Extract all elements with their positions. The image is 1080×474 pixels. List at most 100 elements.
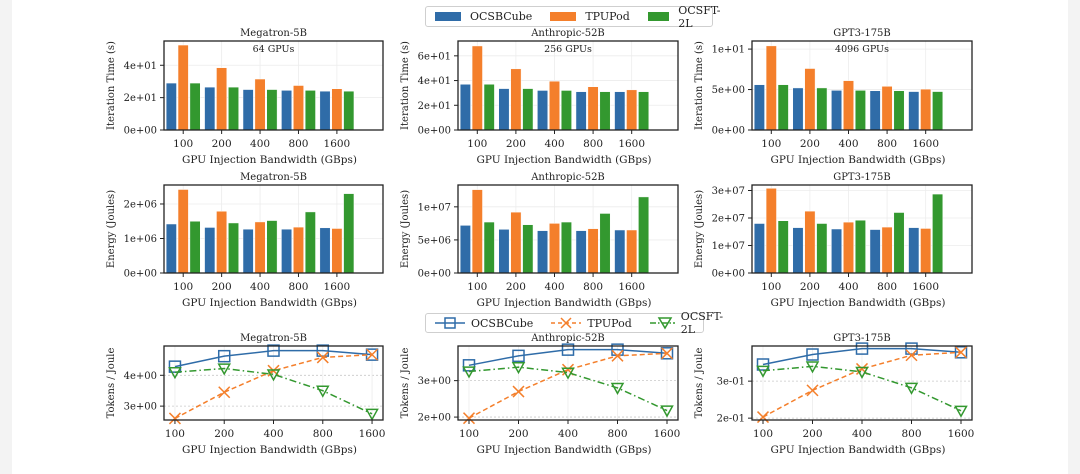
bar-ocsft2l-1600 xyxy=(638,196,650,274)
figure: 0e+00 2e+01 4e+01 100 200 400 800 1600 Megatron-… xyxy=(12,0,1068,474)
line-tpupod xyxy=(468,352,668,419)
x-axis-label: GPU Injection Bandwidth (GBps) xyxy=(477,154,652,166)
marker-ocsbcube-200 xyxy=(806,348,819,361)
bar-ocsbcube-400 xyxy=(537,90,549,131)
x-axis-label: GPU Injection Bandwidth (GBps) xyxy=(771,154,946,166)
bar-ocsbcube-1600 xyxy=(614,229,626,274)
marker-tpupod-1600 xyxy=(366,348,379,361)
marker-ocsft2l-1600 xyxy=(660,405,674,418)
axes-frame xyxy=(751,40,973,131)
x-tick-label: 800 xyxy=(583,281,603,293)
bar-ocsbcube-1600 xyxy=(908,227,920,274)
x-tick-label: 100 xyxy=(753,428,773,440)
bar-tpupod-800 xyxy=(293,85,304,131)
x-tick-label: 800 xyxy=(583,138,603,150)
bar-tpupod-400 xyxy=(843,221,854,274)
subplot-title: Megatron-5B xyxy=(240,172,307,183)
marker-tpupod-200 xyxy=(218,386,231,399)
x-axis-label: GPU Injection Bandwidth (GBps) xyxy=(477,297,652,309)
bar-legend: OCSBCube TPUPod OCSFT-2L xyxy=(425,4,721,30)
bar-ocsbcube-100 xyxy=(459,84,471,131)
bar-tpupod-200 xyxy=(510,211,522,274)
bar-tpupod-100 xyxy=(177,189,189,274)
bar-ocsft2l-800 xyxy=(304,90,316,131)
x-tick-label: 200 xyxy=(800,281,820,293)
bar-ocsft2l-100 xyxy=(483,84,495,131)
bar-tpupod-200 xyxy=(510,68,522,131)
bar-tpupod-200 xyxy=(216,67,228,131)
marker-tpupod-1600 xyxy=(660,347,674,360)
y-axis-label: Tokens / Joule xyxy=(694,348,705,419)
bar-tpupod-100 xyxy=(471,189,483,274)
legend-item-tpupod: TPUPod xyxy=(551,316,632,330)
x-tick-label: 1600 xyxy=(912,281,939,293)
bar-ocsft2l-100 xyxy=(483,221,495,274)
marker-tpupod-100 xyxy=(168,412,181,425)
x-tick-label: 400 xyxy=(544,138,564,150)
line-tpupod xyxy=(762,351,962,418)
bar-ocsft2l-100 xyxy=(777,220,789,274)
x-tick-label: 200 xyxy=(212,138,232,150)
bar-ocsbcube-400 xyxy=(537,230,549,274)
marker-ocsbcube-1600 xyxy=(660,347,674,360)
x-tick-label: 100 xyxy=(761,138,781,150)
y-axis-label: Energy (Joules) xyxy=(694,190,705,268)
legend-label: OCSFT-2L xyxy=(680,310,724,336)
marker-ocsft2l-100 xyxy=(756,365,770,378)
legend-swatch-tpupod xyxy=(550,12,577,21)
bar-ocsft2l-1600 xyxy=(932,193,944,274)
marker-tpupod-800 xyxy=(611,349,624,362)
legend-item-ocsbcube: OCSBCube xyxy=(435,10,532,23)
y-tick-label: 3e+00 xyxy=(418,376,451,387)
bar-ocsbcube-800 xyxy=(281,228,293,274)
y-axis-label: Iteration Time (s) xyxy=(400,41,411,130)
y-tick-label: 2e+01 xyxy=(124,93,157,104)
bar-tpupod-1600 xyxy=(920,88,932,131)
bar-ocsbcube-400 xyxy=(831,228,843,274)
bar-tpupod-400 xyxy=(254,221,266,274)
bar-ocsft2l-200 xyxy=(228,222,239,274)
bar-ocsbcube-200 xyxy=(498,88,510,131)
subplot-energy-2: 0e+00 5e+06 1e+07 100 200 400 800 1600 Anthropic… xyxy=(400,172,679,309)
marker-ocsft2l-100 xyxy=(168,367,182,380)
bar-tpupod-200 xyxy=(804,68,816,131)
y-tick-label: 2e+01 xyxy=(418,101,451,112)
bar-tpupod-1600 xyxy=(331,228,343,274)
x-tick-label: 1600 xyxy=(324,138,351,150)
x-tick-label: 800 xyxy=(877,281,897,293)
bar-ocsft2l-400 xyxy=(560,221,572,274)
line-tpupod xyxy=(174,353,373,420)
y-tick-label: 4e+00 xyxy=(124,371,157,382)
subplot-efficiency-3: 2e-01 3e-01 100 200 400 800 1600 GPT3-175B GPU I… xyxy=(694,333,974,456)
x-tick-label: 200 xyxy=(800,138,820,150)
line-ocsft2l xyxy=(174,367,373,415)
y-tick-label: 4e+01 xyxy=(124,61,157,72)
legend-item-ocsbcube: OCSBCube xyxy=(435,316,533,330)
marker-ocsbcube-200 xyxy=(512,349,525,363)
bar-tpupod-100 xyxy=(471,45,483,131)
x-tick-label: 200 xyxy=(506,281,526,293)
x-tick-label: 1600 xyxy=(912,138,939,150)
bar-tpupod-400 xyxy=(254,78,266,131)
x-axis-label: GPU Injection Bandwidth (GBps) xyxy=(182,154,357,166)
x-tick-label: 200 xyxy=(508,428,528,440)
bar-ocsft2l-100 xyxy=(189,220,201,274)
bar-ocsbcube-400 xyxy=(242,228,254,274)
x-axis-label: GPU Injection Bandwidth (GBps) xyxy=(771,444,946,456)
x-tick-label: 400 xyxy=(838,281,858,293)
subplot-efficiency-2: 2e+00 3e+00 100 200 400 800 1600 Anthropic-52B G… xyxy=(400,333,680,456)
bar-ocsft2l-1600 xyxy=(932,91,944,131)
bar-ocsft2l-200 xyxy=(816,87,828,131)
marker-ocsft2l-200 xyxy=(805,361,820,374)
bar-tpupod-200 xyxy=(804,210,816,274)
y-tick-label: 0e+00 xyxy=(712,126,745,137)
y-tick-label: 5e+06 xyxy=(418,235,451,246)
bar-ocsbcube-100 xyxy=(753,223,765,274)
x-tick-label: 200 xyxy=(802,428,822,440)
y-tick-label: 2e+06 xyxy=(124,199,157,210)
line-ocsbcube xyxy=(174,349,373,368)
bar-ocsft2l-100 xyxy=(777,84,789,131)
gpu-count-annotation: 256 GPUs xyxy=(544,44,592,55)
x-tick-label: 200 xyxy=(506,138,526,150)
bar-ocsbcube-100 xyxy=(165,82,177,131)
